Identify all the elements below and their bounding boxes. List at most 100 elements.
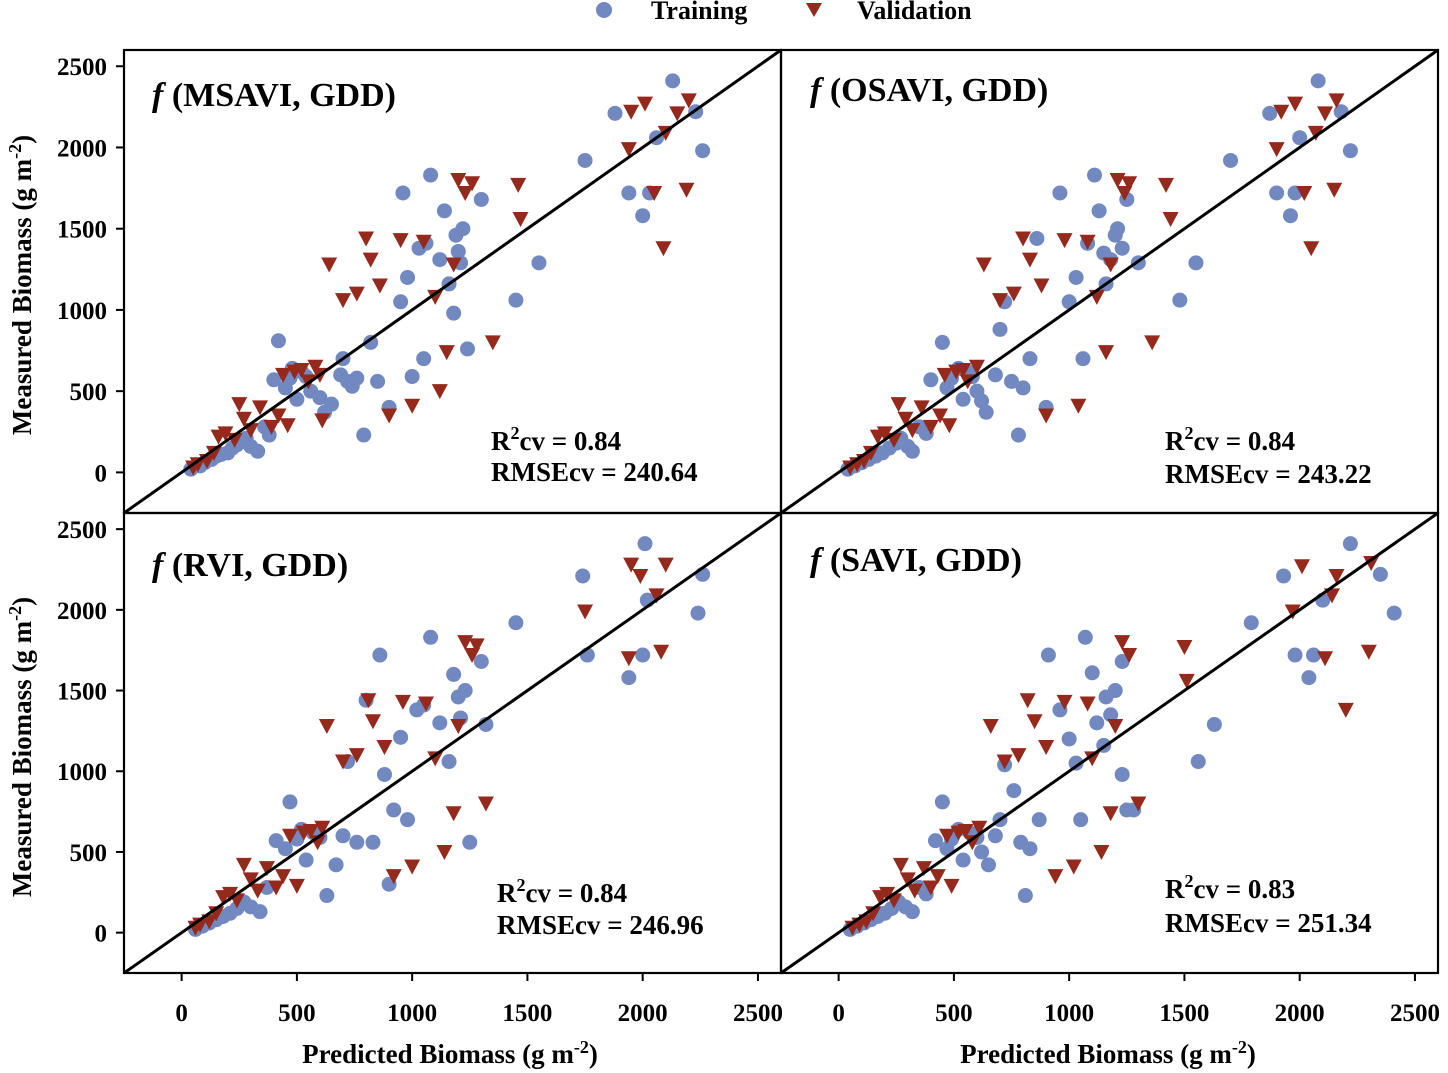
validation-point xyxy=(1079,696,1096,712)
one-to-one-line xyxy=(780,511,1439,975)
validation-point xyxy=(242,872,259,888)
validation-point xyxy=(876,426,893,442)
training-point xyxy=(473,653,489,669)
validation-point xyxy=(862,445,879,461)
validation-point xyxy=(915,861,932,877)
validation-point xyxy=(892,857,909,873)
validation-point xyxy=(1102,257,1119,273)
validation-point xyxy=(1079,234,1096,250)
validation-point xyxy=(1026,714,1043,730)
panel-title: f (MSAVI, GDD) xyxy=(152,77,396,114)
training-point xyxy=(978,404,994,420)
validation-point xyxy=(992,293,1008,309)
validation-point xyxy=(932,408,949,424)
training-point xyxy=(1188,255,1204,271)
y-tick-label: 2000 xyxy=(57,135,107,162)
validation-point xyxy=(235,411,252,427)
validation-point xyxy=(302,823,319,839)
validation-point xyxy=(620,142,637,158)
training-point xyxy=(974,393,990,409)
panel-title-f: f xyxy=(810,542,825,579)
training-point xyxy=(323,396,339,412)
validation-point xyxy=(445,806,462,822)
training-point xyxy=(992,321,1008,337)
training-point xyxy=(1262,105,1278,121)
validation-point xyxy=(1093,844,1110,860)
training-point xyxy=(446,305,462,321)
validation-point xyxy=(1019,693,1036,709)
validation-point xyxy=(376,740,393,756)
training-point xyxy=(1022,841,1038,857)
legend-validation-marker xyxy=(806,3,822,17)
training-point xyxy=(1061,731,1077,747)
y-tick-label: 1000 xyxy=(57,759,107,786)
y-axis-label-top: Measured Biomass (g m-2) xyxy=(5,135,37,435)
training-point xyxy=(1292,130,1308,146)
legend-validation-label: Validation xyxy=(857,0,972,25)
training-point xyxy=(298,852,314,868)
training-point xyxy=(934,334,950,350)
validation-point xyxy=(1010,748,1027,764)
r2-label: R2cv = 0.83 xyxy=(1165,871,1295,904)
training-point xyxy=(328,857,344,873)
validation-point xyxy=(263,419,280,435)
legend: Training Validation xyxy=(596,0,972,25)
one-to-one-line xyxy=(780,48,1439,515)
panel-title-f: f xyxy=(152,547,167,584)
validation-point xyxy=(1337,702,1354,718)
x-tick-label: 1000 xyxy=(387,1000,437,1027)
training-point xyxy=(1114,766,1130,782)
validation-point xyxy=(468,638,485,654)
panel-title: f (SAVI, GDD) xyxy=(810,542,1022,579)
training-point xyxy=(1089,715,1105,731)
validation-point xyxy=(252,400,269,416)
training-point xyxy=(1068,269,1084,285)
training-point xyxy=(277,841,293,857)
training-point xyxy=(473,191,489,207)
validation-point xyxy=(314,413,331,429)
y-tick-label: 500 xyxy=(70,379,108,406)
validation-point xyxy=(1328,93,1345,109)
one-to-one-line xyxy=(123,48,782,515)
validation-point xyxy=(655,241,672,257)
validation-point xyxy=(1056,233,1073,249)
validation-point xyxy=(450,719,467,735)
validation-point xyxy=(943,878,960,894)
rmse-label: RMSEcv = 246.96 xyxy=(497,910,704,940)
y-axis-label-bottom: Measured Biomass (g m-2) xyxy=(5,597,37,897)
training-point xyxy=(386,802,402,818)
training-point xyxy=(1269,185,1285,201)
training-point xyxy=(955,852,971,868)
validation-point xyxy=(577,604,594,620)
validation-point xyxy=(964,835,981,851)
validation-point xyxy=(1326,182,1343,198)
training-point xyxy=(370,373,386,389)
rmse-label: RMSEcv = 251.34 xyxy=(1165,908,1372,938)
validation-point xyxy=(1328,568,1345,584)
training-point xyxy=(1091,203,1107,219)
training-point xyxy=(436,203,452,219)
training-point xyxy=(356,427,372,443)
validation-point xyxy=(510,177,527,193)
validation-point xyxy=(680,93,697,109)
r2-label: R2cv = 0.84 xyxy=(491,423,621,456)
validation-point xyxy=(1273,104,1290,120)
validation-point xyxy=(1323,588,1340,604)
one-to-one-line xyxy=(123,511,782,975)
validation-point xyxy=(971,820,988,836)
validation-point xyxy=(982,719,999,735)
training-point xyxy=(1004,373,1020,389)
validation-point xyxy=(205,445,222,461)
validation-point xyxy=(307,359,324,375)
validation-point xyxy=(318,719,335,735)
training-point xyxy=(635,647,651,663)
training-point xyxy=(927,833,943,849)
validation-point xyxy=(1176,639,1193,655)
training-point xyxy=(1386,605,1402,621)
training-point xyxy=(376,766,392,782)
validation-point xyxy=(1284,604,1301,620)
r2-value: cv = 0.84 xyxy=(520,426,622,456)
x-tick-label: 500 xyxy=(935,1000,973,1027)
